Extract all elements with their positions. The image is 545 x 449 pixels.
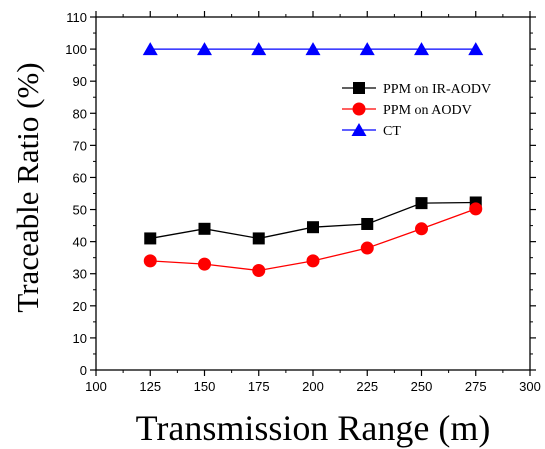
plot-frame <box>95 16 531 371</box>
x-tick-label: 150 <box>194 379 216 394</box>
legend: PPM on IR-AODV PPM on AODV CT <box>342 82 491 139</box>
data-point <box>307 221 319 234</box>
x-tick-label: 100 <box>85 379 107 394</box>
x-tick-label: 125 <box>139 379 161 394</box>
y-tick-label: 10 <box>73 331 87 346</box>
data-point <box>306 254 320 268</box>
x-tick-label: 225 <box>356 379 378 394</box>
x-tick-label: 275 <box>465 379 487 394</box>
y-tick-label: 20 <box>73 299 87 314</box>
data-point <box>469 202 483 216</box>
y-tick-label: 50 <box>73 203 87 218</box>
y-tick-label: 40 <box>73 235 87 250</box>
y-tick-label: 0 <box>80 363 87 378</box>
series-ppm-on-ir-aodv <box>144 196 482 245</box>
data-point <box>415 222 428 236</box>
x-tick-label: 175 <box>248 379 270 394</box>
legend-item: PPM on AODV <box>342 102 472 118</box>
data-point <box>144 232 157 245</box>
y-tick-label: 110 <box>66 10 87 25</box>
data-point <box>143 254 157 268</box>
data-point <box>252 264 266 278</box>
x-axis-title: Transmission Range (m) <box>136 408 491 448</box>
data-point <box>305 42 321 56</box>
legend-item: PPM on IR-AODV <box>342 82 491 97</box>
data-point <box>197 42 212 56</box>
legend-marker <box>352 102 366 116</box>
series-ppm-on-aodv <box>143 202 483 278</box>
data-point <box>468 42 484 56</box>
data-point <box>251 42 267 56</box>
series-ct <box>142 42 484 56</box>
legend-marker <box>353 82 365 94</box>
data-point <box>252 232 265 245</box>
data-point <box>198 257 211 271</box>
data-point <box>360 241 374 255</box>
y-tick-label: 80 <box>73 106 87 121</box>
legend-label: PPM on AODV <box>383 103 472 118</box>
y-tick-label: 90 <box>73 74 87 89</box>
data-point <box>142 42 158 56</box>
y-tick-label: 70 <box>73 138 87 153</box>
legend-label: PPM on IR-AODV <box>383 82 491 97</box>
x-tick-label: 200 <box>302 379 324 394</box>
y-tick-label: 60 <box>73 170 87 185</box>
data-point <box>198 222 211 235</box>
x-tick-label: 300 <box>519 379 541 394</box>
legend-label: CT <box>383 124 401 139</box>
axes: 100 125 150 175 200 225 250 275 300 0 10 20 30 40 50 60… <box>65 10 541 394</box>
y-tick-label: 100 <box>65 42 87 57</box>
legend-marker <box>351 123 367 136</box>
x-tick-label: 250 <box>411 379 433 394</box>
y-axis-title: Traceable Ratio (%) <box>10 62 45 312</box>
data-point <box>415 197 428 210</box>
data-point <box>359 42 375 56</box>
data-point <box>361 217 374 230</box>
series-layer <box>142 42 484 278</box>
y-tick-label: 30 <box>73 267 87 282</box>
data-point <box>414 42 429 56</box>
legend-item: CT <box>342 123 401 139</box>
